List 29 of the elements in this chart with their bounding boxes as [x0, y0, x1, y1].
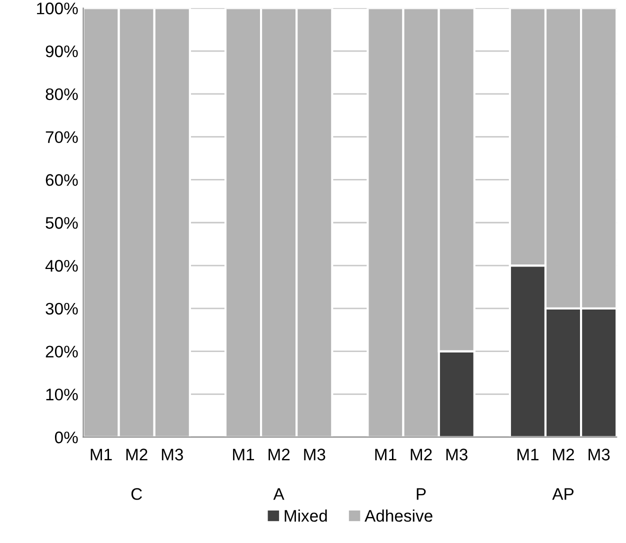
text: P [416, 488, 426, 500]
y-tick-label: 100% [37, 2, 78, 14]
y-tick-label: 70% [46, 131, 78, 144]
y-tick-label: 10% [46, 388, 78, 400]
y-tick-label: 0% [54, 432, 78, 444]
x-tick-label: M1 [518, 448, 538, 460]
y-tick-label: 20% [46, 346, 78, 358]
x-tick-label: M2 [268, 448, 290, 460]
x-tick-label: M1 [233, 448, 254, 460]
x-tick-label: M2 [126, 448, 148, 460]
y-tick-label: 40% [45, 260, 78, 272]
text: C [131, 488, 142, 500]
x-tick-label: M1 [90, 448, 112, 460]
y-tick-label: 30% [46, 302, 78, 315]
y-tick-label: 80% [46, 88, 78, 100]
x-tick-label: M3 [588, 448, 610, 460]
x-tick-label: M2 [410, 448, 432, 460]
y-tick-label: 90% [46, 45, 78, 58]
legend-label: Mixed [284, 510, 327, 522]
text: A [273, 488, 284, 500]
text: AP [552, 488, 574, 500]
legend-label: Adhesive [364, 510, 432, 522]
x-tick-label: M2 [553, 448, 574, 460]
x-tick-label: M3 [304, 448, 326, 460]
x-tick-label: M1 [375, 448, 396, 460]
y-tick-label: 50% [46, 217, 78, 229]
y-tick-label: 60% [46, 174, 78, 186]
x-tick-label: M3 [446, 448, 468, 460]
x-tick-label: M3 [162, 448, 183, 460]
